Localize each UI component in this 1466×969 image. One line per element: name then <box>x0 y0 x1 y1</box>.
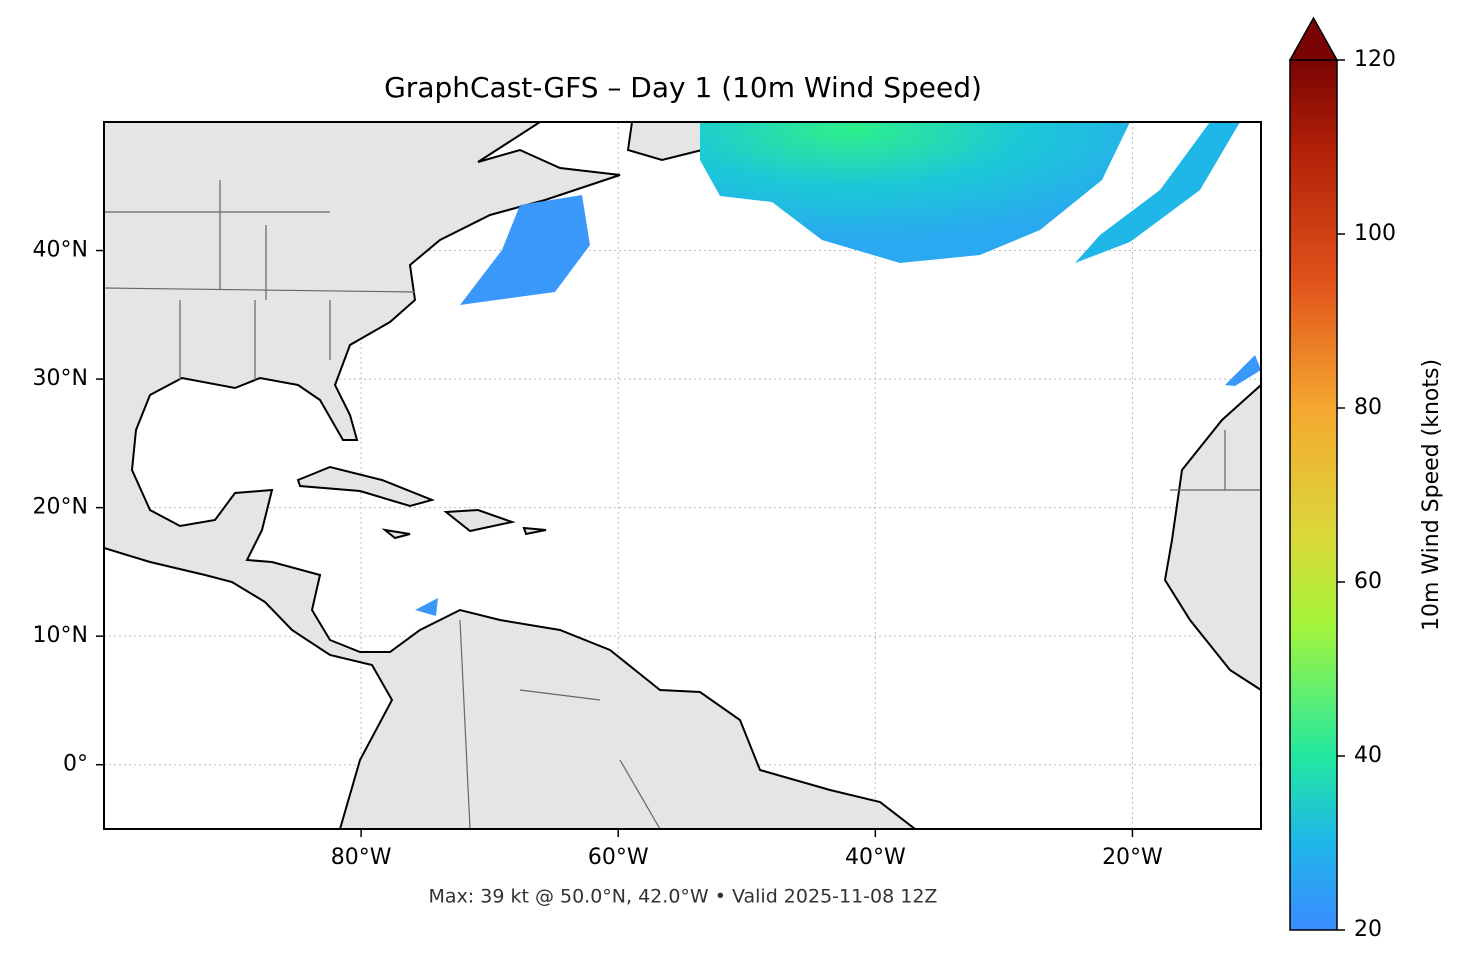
wind-field <box>415 122 1261 616</box>
cuba <box>296 465 436 508</box>
hispaniola <box>443 508 516 533</box>
y-tick-label: 40°N <box>33 238 88 263</box>
colorbar-tick-label: 20 <box>1354 917 1382 942</box>
x-tick-label: 60°W <box>588 845 649 870</box>
colorbar <box>1289 59 1338 931</box>
puerto-rico <box>522 526 547 536</box>
colorbar-tick-label: 80 <box>1354 395 1382 420</box>
y-tick-label: 10°N <box>33 623 88 648</box>
y-tick-label: 0° <box>63 752 88 777</box>
wind-area <box>1225 355 1261 386</box>
wind-area <box>460 195 590 305</box>
colorbar-tick-label: 60 <box>1354 569 1382 594</box>
borders <box>104 180 1261 829</box>
colorbar-label: 10m Wind Speed (knots) <box>1419 359 1444 631</box>
map-area <box>104 122 1261 829</box>
jamaica <box>381 528 411 540</box>
africa <box>1163 383 1261 692</box>
map-title: GraphCast-GFS – Day 1 (10m Wind Speed) <box>384 71 982 104</box>
x-tick-label: 20°W <box>1102 845 1163 870</box>
americas <box>104 122 917 829</box>
colorbar-tick-label: 40 <box>1354 743 1382 768</box>
wind-area <box>1075 122 1240 263</box>
colorbar-extend <box>1288 16 1339 61</box>
colorbar-tick-label: 120 <box>1354 47 1396 72</box>
wind-area <box>415 598 438 616</box>
colorbar-tick-label: 100 <box>1354 221 1396 246</box>
newfoundland <box>626 122 714 162</box>
footer-note: Max: 39 kt @ 50.0°N, 42.0°W • Valid 2025… <box>429 886 938 908</box>
y-tick-label: 20°N <box>33 495 88 520</box>
x-tick-label: 40°W <box>845 845 906 870</box>
map-frame <box>103 121 1262 830</box>
y-tick-label: 30°N <box>33 366 88 391</box>
wind-area <box>700 122 1130 263</box>
x-tick-label: 80°W <box>331 845 392 870</box>
